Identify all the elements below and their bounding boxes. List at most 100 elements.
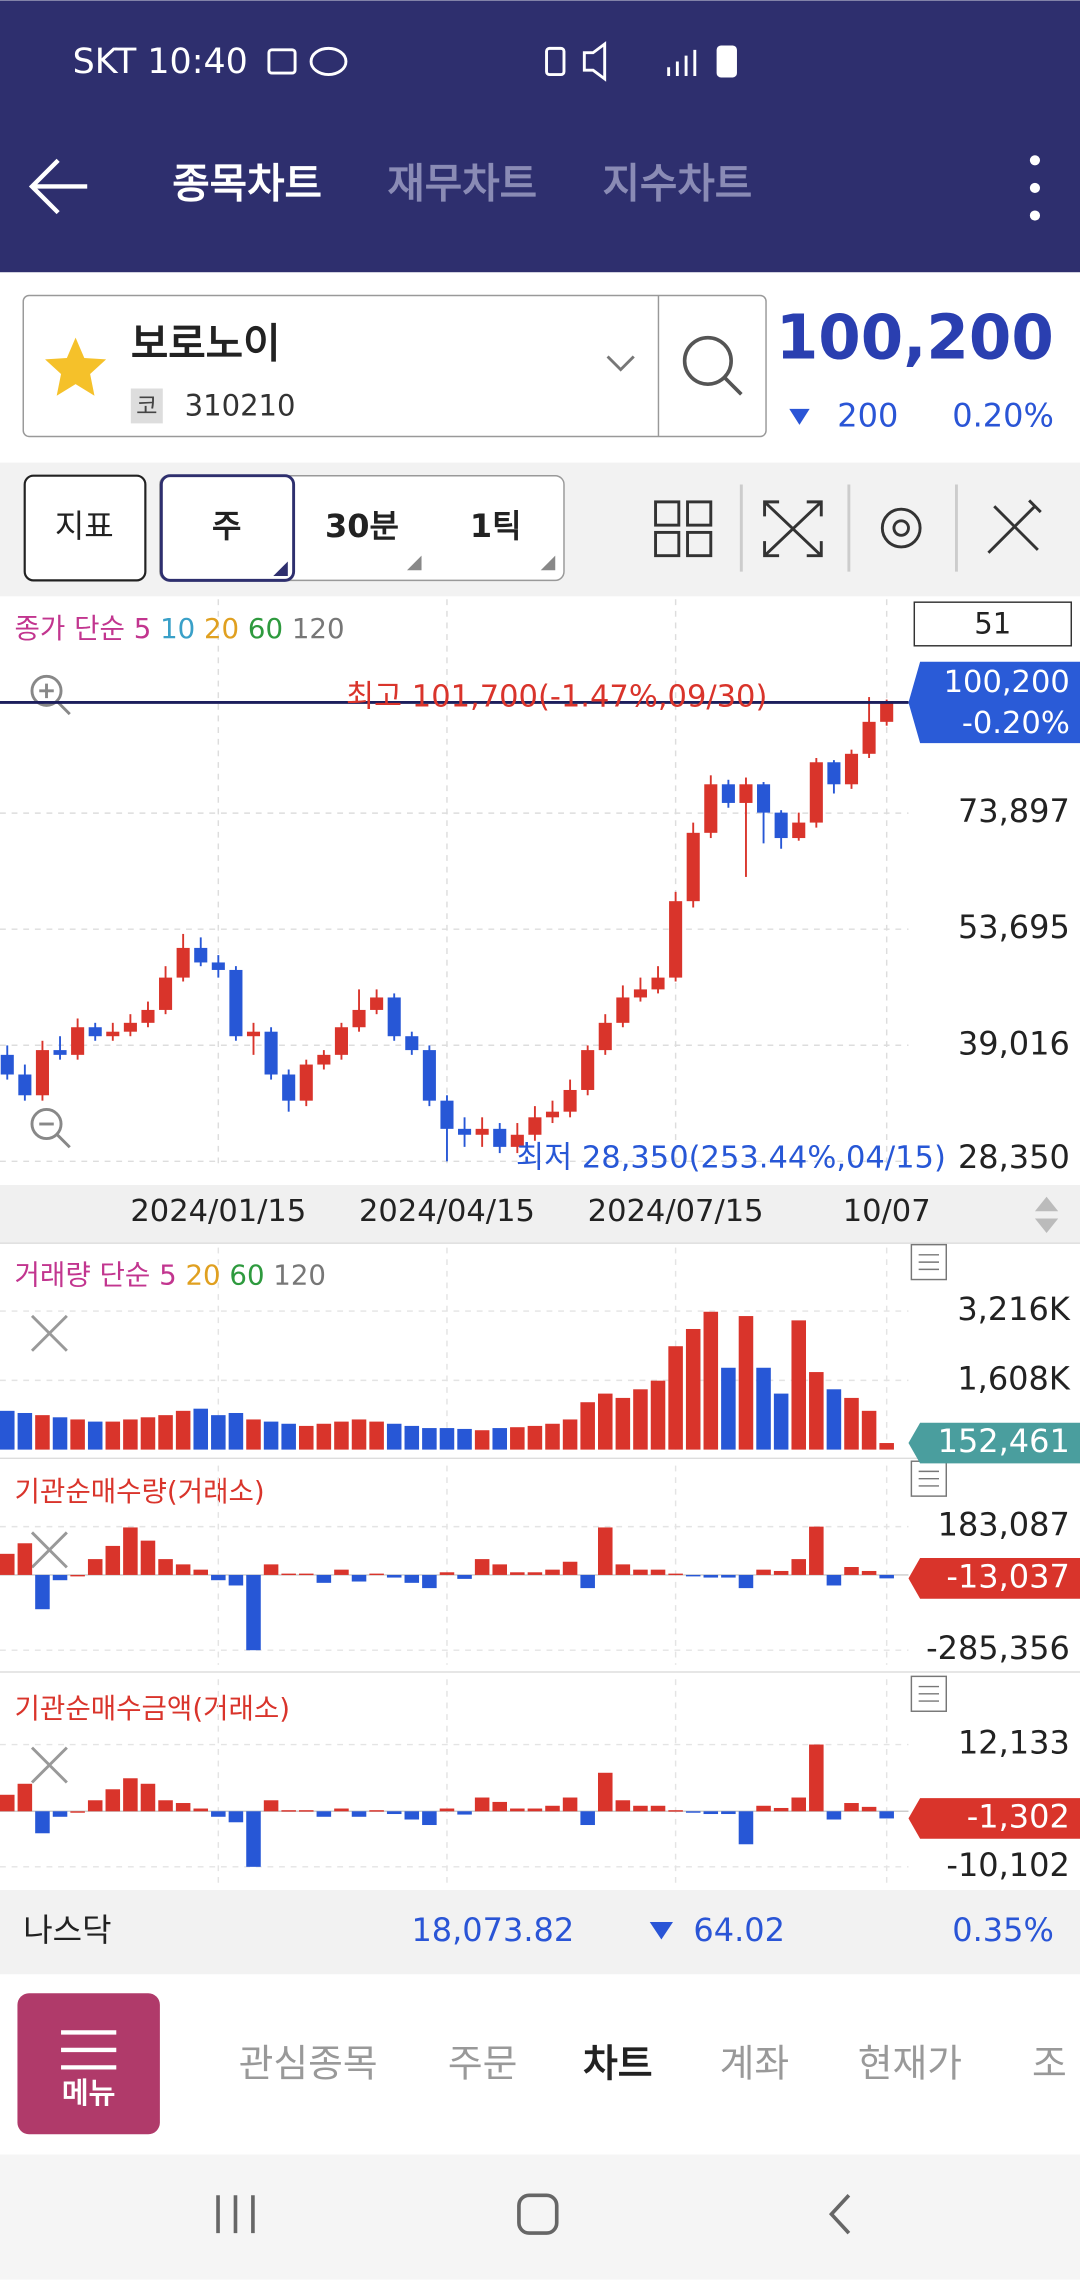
x-tick-label: 2024/04/15: [359, 1194, 535, 1229]
candle-body: [123, 1022, 137, 1032]
bar: [492, 1564, 508, 1575]
candle-body: [739, 784, 753, 803]
indicator-button[interactable]: [23, 474, 147, 582]
period-active[interactable]: [159, 474, 296, 582]
bar: [404, 1811, 420, 1820]
bar: [351, 1811, 367, 1817]
candle-body: [528, 1117, 542, 1135]
candle-body: [792, 822, 806, 839]
candle-body: [862, 721, 876, 754]
bar: [809, 1372, 824, 1450]
bar: [123, 1419, 138, 1450]
nav-item[interactable]: 계좌: [720, 2041, 790, 2085]
candle-body: [704, 784, 718, 833]
bar: [615, 1397, 631, 1450]
candle-body: [176, 947, 190, 978]
legend: 종가 단순 5 10 20 60 120: [15, 612, 345, 645]
candle-body: [809, 762, 823, 823]
nav-item-active[interactable]: 차트: [583, 2041, 653, 2085]
bar: [439, 1572, 455, 1575]
tab[interactable]: 지수차트: [602, 159, 752, 207]
legend-period: 5: [159, 1259, 177, 1292]
bar: [422, 1811, 437, 1826]
y-tick-label: 12,133: [958, 1724, 1070, 1762]
close-icons[interactable]: [30, 1314, 68, 1784]
period-label[interactable]: 30분: [325, 507, 399, 545]
candle-body: [0, 1054, 14, 1075]
toolbar-icons[interactable]: [654, 484, 1042, 572]
bar: [316, 1574, 332, 1583]
more-menu[interactable]: [1029, 155, 1041, 221]
bar: [756, 1569, 771, 1575]
index-name: 나스닥: [23, 1911, 111, 1949]
bar: [721, 1367, 736, 1450]
bar: [474, 1797, 490, 1812]
period-label[interactable]: 1틱: [470, 507, 522, 545]
y-tick-label: 1,608K: [957, 1359, 1071, 1397]
tab[interactable]: 재무차트: [387, 159, 537, 207]
bar: [263, 1421, 279, 1450]
bar: [580, 1574, 595, 1589]
legend-period: 60: [248, 612, 283, 645]
x-tick-label: 10/07: [843, 1194, 931, 1229]
bar: [263, 1564, 279, 1575]
legend: 거래량 단순 5 20 60 120: [15, 1259, 326, 1292]
menu-button[interactable]: [17, 1993, 160, 2135]
period-label[interactable]: 주: [212, 507, 241, 545]
bar: [140, 1783, 156, 1812]
nav-item[interactable]: 주문: [448, 2041, 518, 2085]
candle-body: [493, 1128, 507, 1147]
bar: [527, 1425, 543, 1450]
bar: [721, 1811, 736, 1815]
tab-active[interactable]: 종목차트: [172, 159, 322, 207]
bar: [228, 1412, 244, 1450]
bar: [334, 1569, 349, 1575]
market-badge: 코: [136, 393, 157, 420]
bar: [422, 1428, 437, 1450]
bar: [386, 1811, 402, 1815]
menu-icon: [61, 2030, 117, 2070]
search-button[interactable]: [682, 335, 743, 396]
current-price: 100,200: [776, 303, 1054, 374]
bar: [246, 1574, 261, 1651]
index-change-rate: 0.35%: [952, 1911, 1054, 1949]
candle-body: [669, 901, 683, 978]
bar: [17, 1412, 33, 1450]
candle-body: [18, 1074, 32, 1096]
bar: [474, 1559, 490, 1575]
bar: [228, 1574, 244, 1586]
nav-item[interactable]: 조: [1032, 2041, 1067, 2085]
bar: [527, 1572, 543, 1575]
panel-menu-icons[interactable]: [910, 1243, 947, 1712]
down-arrow: [649, 1922, 674, 1940]
legend-label: 거래량 단순: [15, 1259, 151, 1292]
nav-item[interactable]: 관심종목: [239, 2041, 378, 2085]
bar: [404, 1425, 420, 1450]
nav-item[interactable]: 현재가: [858, 2041, 962, 2085]
bar: [791, 1320, 807, 1450]
stock-box[interactable]: [22, 294, 767, 438]
bar: [334, 1808, 349, 1812]
zoom-icons[interactable]: [30, 674, 71, 1149]
back-button[interactable]: [28, 158, 88, 215]
scroll-arrows[interactable]: [1034, 1196, 1059, 1234]
dropdown[interactable]: [606, 355, 635, 372]
bar: [791, 1797, 807, 1812]
stock-code: 310210: [185, 388, 296, 422]
bar: [879, 1443, 894, 1450]
candle-body: [88, 1027, 102, 1037]
plots: 2024/01/15 2024/04/15 2024/07/15 10/07 28,35…: [0, 599, 1080, 1884]
system-buttons[interactable]: [216, 2193, 851, 2235]
candle-body: [405, 1036, 419, 1051]
bar: [633, 1805, 648, 1812]
candle-body: [721, 784, 735, 803]
value-tag: [908, 1422, 1080, 1464]
y-tick-label: -10,102: [946, 1846, 1069, 1884]
bar: [738, 1574, 754, 1589]
bar: [562, 1561, 578, 1575]
favorite-star[interactable]: [45, 337, 107, 396]
legend-period: 60: [229, 1259, 264, 1292]
bar: [193, 1408, 209, 1450]
bar: [650, 1569, 666, 1575]
